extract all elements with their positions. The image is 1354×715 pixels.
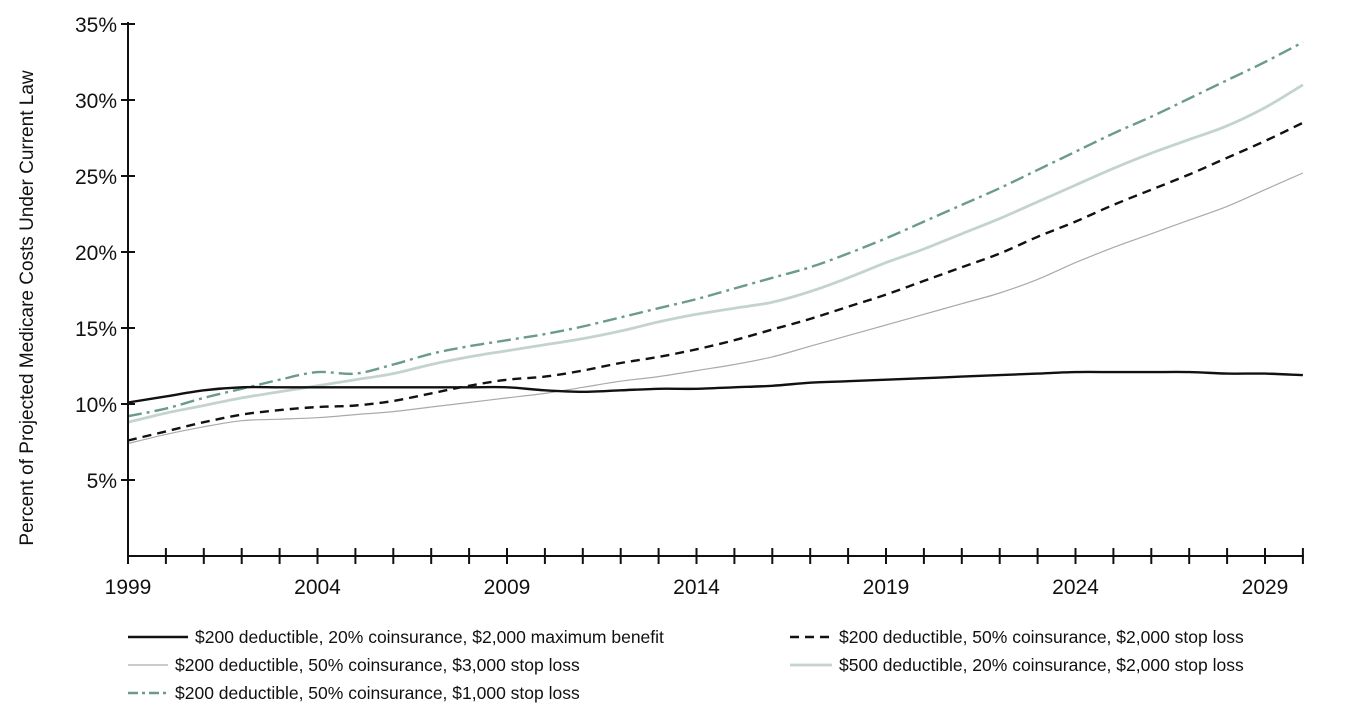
series-line-2 (127, 121, 1304, 442)
legend-label-5: $200 deductible, 50% coinsurance, $1,000… (175, 683, 580, 703)
y-tick-label: 20% (75, 242, 117, 265)
y-tick-label: 35% (75, 14, 117, 37)
x-tick-label: 2014 (673, 576, 720, 599)
y-tick-label: 10% (75, 394, 117, 417)
x-tick-label: 2009 (484, 576, 531, 599)
legend-label-4: $500 deductible, 20% coinsurance, $2,000… (839, 655, 1244, 675)
legend-label-3: $200 deductible, 50% coinsurance, $3,000… (175, 655, 580, 675)
legend: $200 deductible, 20% coinsurance, $2,000… (128, 627, 1244, 703)
x-tick-label: 2029 (1242, 576, 1289, 599)
legend-label-1: $200 deductible, 20% coinsurance, $2,000… (195, 627, 664, 647)
legend-label-2: $200 deductible, 50% coinsurance, $2,000… (839, 627, 1244, 647)
x-tick-label: 2024 (1052, 576, 1099, 599)
series-line-5 (127, 41, 1304, 418)
series-line-1 (127, 370, 1303, 404)
y-tick-label: 5% (87, 470, 117, 493)
x-tick-label: 2019 (863, 576, 910, 599)
y-axis-title: Percent of Projected Medicare Costs Unde… (17, 70, 38, 545)
series-line-3 (127, 172, 1304, 445)
series-line-4 (127, 83, 1304, 424)
y-tick-label: 15% (75, 318, 117, 341)
axes-layer: 5% 10% 15% 20% 25% 30% 35% 1999 2004 2009 2014 2019… (75, 14, 1304, 599)
y-tick-label: 25% (75, 166, 117, 189)
x-tick-label: 2004 (294, 576, 341, 599)
y-tick-label: 30% (75, 90, 117, 113)
series-layer (127, 41, 1304, 445)
x-tick-label: 1999 (105, 576, 152, 599)
